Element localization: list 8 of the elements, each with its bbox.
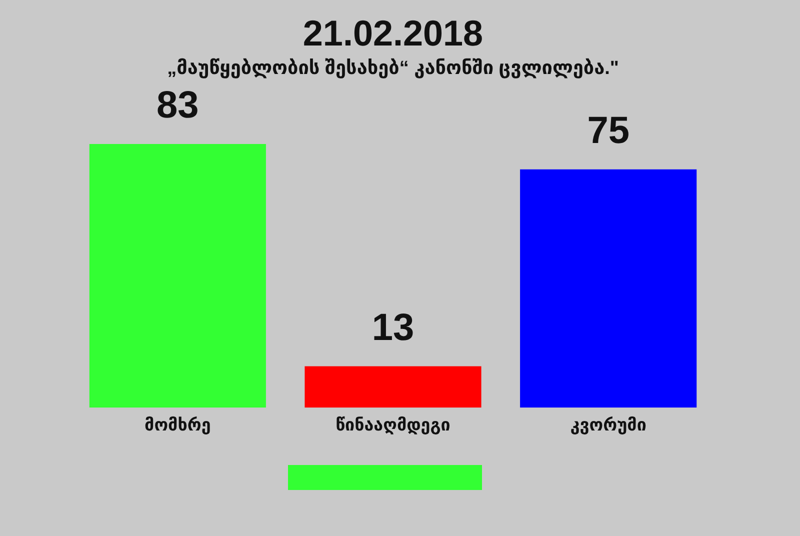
- data-label: 13: [372, 306, 414, 349]
- chart-subtitle: „მაუწყებლობის შესახებ“ კანონში ცვლილება.": [167, 58, 619, 79]
- x-tick-label: მომხრე: [144, 415, 211, 434]
- data-label: 83: [156, 84, 199, 126]
- x-tick-label: წინააღმდეგი: [336, 415, 450, 434]
- data-label: 75: [587, 110, 630, 152]
- chart-title: 21.02.2018: [302, 12, 484, 54]
- x-tick-label: კვორუმი: [570, 415, 646, 434]
